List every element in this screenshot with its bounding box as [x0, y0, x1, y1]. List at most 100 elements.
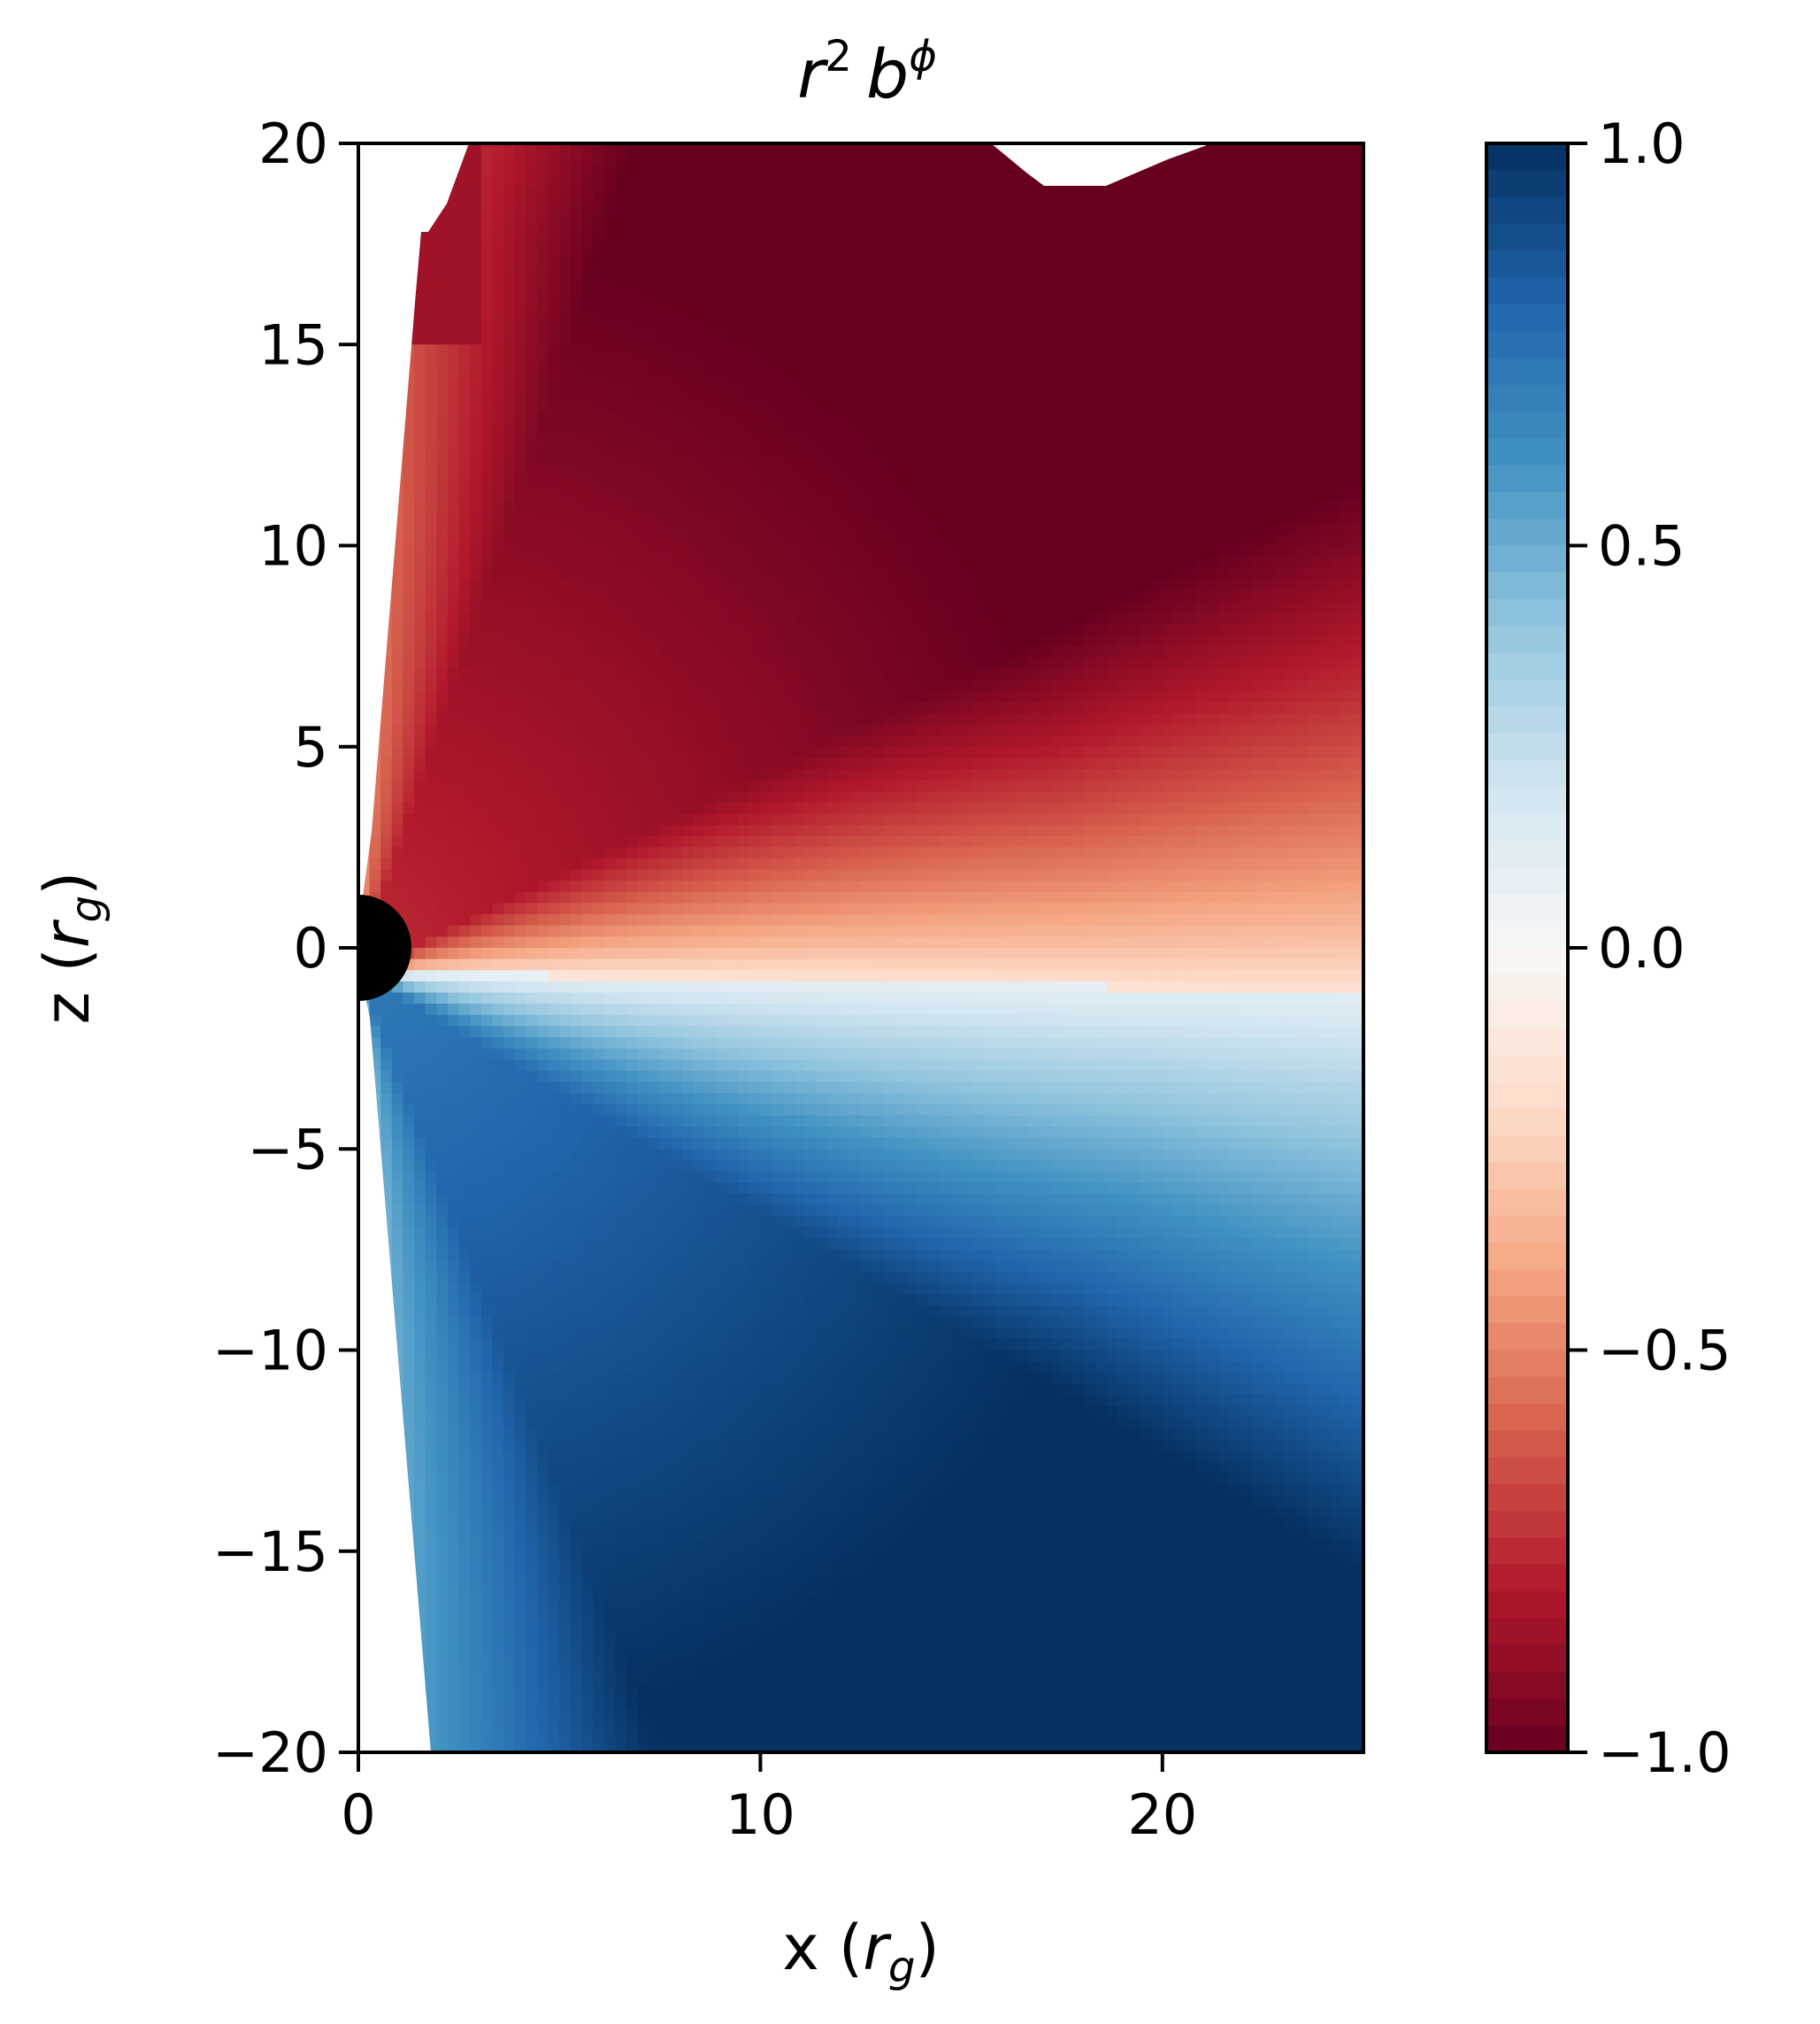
- heatmap-cell: [447, 657, 460, 670]
- heatmap-cell: [649, 1305, 661, 1318]
- heatmap-cell: [436, 1159, 449, 1173]
- heatmap-cell: [593, 1417, 605, 1429]
- heatmap-cell: [659, 344, 672, 357]
- heatmap-cell: [391, 724, 404, 736]
- heatmap-cell: [637, 680, 649, 692]
- heatmap-cell: [626, 579, 639, 591]
- heatmap-cell: [380, 847, 393, 859]
- heatmap-cell: [548, 1707, 560, 1720]
- heatmap-cell: [503, 702, 516, 714]
- heatmap-cell: [503, 333, 516, 346]
- heatmap-cell: [470, 1350, 482, 1362]
- heatmap-cell: [615, 210, 627, 223]
- heatmap-cell: [536, 1361, 549, 1374]
- heatmap-cell: [581, 1674, 594, 1687]
- heatmap-cell: [425, 1473, 438, 1485]
- heatmap-cell: [514, 143, 527, 156]
- heatmap-cell: [738, 210, 750, 223]
- heatmap-cell: [492, 1651, 504, 1664]
- heatmap-cell: [536, 914, 549, 927]
- heatmap-cell: [570, 1629, 583, 1642]
- heatmap-cell: [458, 735, 472, 748]
- heatmap-cell: [603, 690, 617, 704]
- heatmap-cell: [704, 1562, 717, 1574]
- heatmap-cell: [391, 1081, 404, 1094]
- heatmap-cell: [425, 1674, 438, 1687]
- heatmap-cell: [414, 601, 426, 614]
- heatmap-cell: [704, 925, 717, 938]
- heatmap-cell: [447, 914, 460, 927]
- heatmap-cell: [447, 1338, 460, 1351]
- heatmap-cell: [570, 1719, 583, 1731]
- heatmap-cell: [414, 1260, 426, 1273]
- heatmap-cell: [726, 1729, 739, 1743]
- heatmap-cell: [693, 1272, 706, 1284]
- heatmap-cell: [615, 1171, 627, 1183]
- heatmap-cell: [480, 1506, 494, 1519]
- heatmap-cell: [615, 1070, 627, 1083]
- heatmap-cell: [693, 434, 706, 446]
- heatmap-cell: [693, 802, 706, 815]
- heatmap-cell: [458, 1227, 472, 1240]
- heatmap-cell: [704, 344, 717, 357]
- heatmap-cell: [548, 791, 560, 804]
- heatmap-cell: [447, 791, 460, 804]
- heatmap-cell: [649, 1461, 661, 1474]
- heatmap-cell: [514, 579, 527, 591]
- heatmap-cell: [715, 891, 728, 904]
- heatmap-cell: [637, 981, 649, 994]
- heatmap-cell: [659, 534, 672, 547]
- heatmap-cell: [671, 557, 683, 569]
- heatmap-cell: [693, 400, 706, 412]
- heatmap-cell: [693, 958, 706, 972]
- heatmap-cell: [593, 1551, 605, 1564]
- heatmap-cell: [649, 176, 661, 189]
- heatmap-cell: [458, 1640, 472, 1653]
- heatmap-cell: [570, 769, 583, 781]
- heatmap-cell: [659, 422, 672, 435]
- heatmap-cell: [380, 1127, 393, 1139]
- heatmap-cell: [526, 1719, 538, 1731]
- heatmap-cell: [559, 914, 572, 927]
- heatmap-cell: [480, 289, 494, 301]
- heatmap-cell: [682, 1305, 695, 1318]
- heatmap-cell: [615, 958, 627, 972]
- heatmap-cell: [447, 1014, 460, 1027]
- heatmap-cell: [693, 590, 706, 603]
- heatmap-cell: [458, 925, 472, 938]
- heatmap-cell: [536, 1574, 549, 1586]
- heatmap-cell: [570, 1294, 583, 1306]
- heatmap-cell: [414, 523, 426, 535]
- heatmap-cell: [480, 1316, 494, 1329]
- heatmap-cell: [470, 366, 482, 379]
- heatmap-cell: [447, 1484, 460, 1497]
- heatmap-cell: [715, 1629, 728, 1642]
- heatmap-cell: [615, 1540, 627, 1552]
- heatmap-cell: [738, 1004, 750, 1016]
- heatmap-cell: [704, 1461, 717, 1474]
- heatmap-cell: [603, 746, 617, 759]
- heatmap-cell: [682, 199, 695, 212]
- heatmap-cell: [526, 1528, 538, 1541]
- heatmap-cell: [715, 1540, 728, 1552]
- heatmap-cell: [514, 1328, 527, 1340]
- heatmap-cell: [649, 668, 661, 681]
- heatmap-cell: [536, 210, 549, 223]
- heatmap-cell: [693, 1484, 706, 1497]
- heatmap-cell: [615, 545, 627, 558]
- heatmap-cell: [615, 1451, 627, 1463]
- heatmap-cell: [659, 690, 672, 704]
- heatmap-cell: [403, 1149, 415, 1161]
- heatmap-cell: [615, 165, 627, 178]
- heatmap-cell: [514, 1551, 527, 1564]
- heatmap-cell: [514, 958, 527, 972]
- heatmap-cell: [593, 322, 605, 335]
- heatmap-cell: [548, 366, 560, 379]
- heatmap-cell: [514, 1037, 527, 1050]
- heatmap-cell: [671, 1528, 683, 1541]
- heatmap-cell: [526, 1584, 538, 1597]
- heatmap-cell: [715, 1506, 728, 1519]
- heatmap-cell: [526, 366, 538, 379]
- heatmap-cell: [581, 992, 594, 1004]
- heatmap-cell: [593, 1540, 605, 1552]
